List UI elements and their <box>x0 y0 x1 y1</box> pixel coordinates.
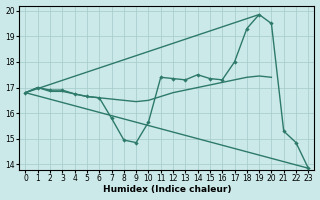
X-axis label: Humidex (Indice chaleur): Humidex (Indice chaleur) <box>103 185 231 194</box>
